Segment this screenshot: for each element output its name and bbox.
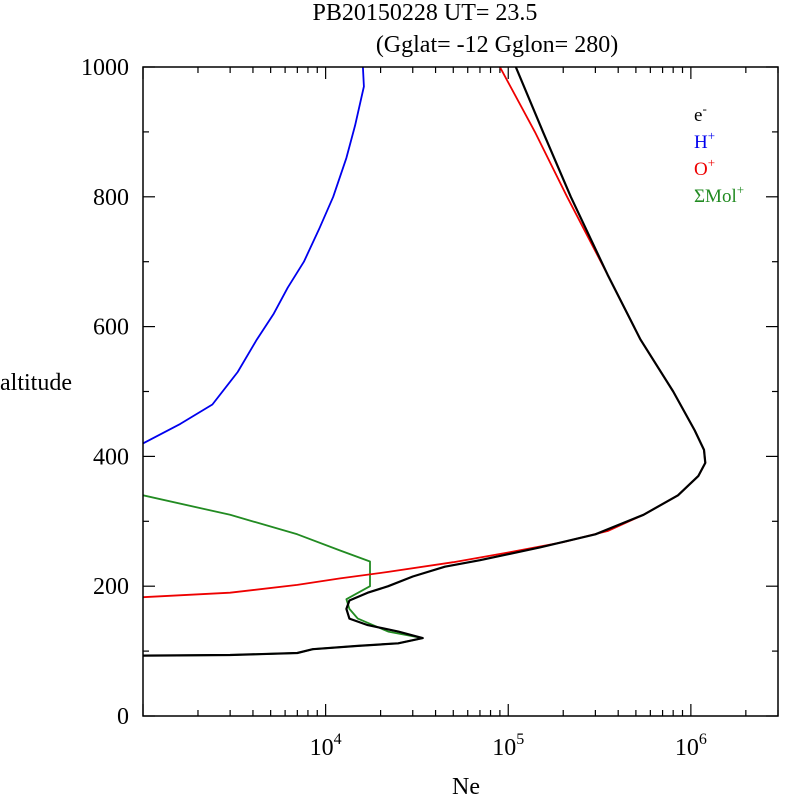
y-tick-label: 1000 [81, 55, 129, 81]
chart-title-line1: PB20150228 UT= 23.5 [313, 0, 538, 26]
chart-title-line2: (Gglat= -12 Gglon= 280) [376, 32, 618, 58]
y-tick-label: 400 [93, 444, 129, 470]
plot-frame [142, 66, 779, 717]
series-line-oplus [143, 67, 707, 599]
x-tick-label: 105 [492, 731, 524, 761]
legend: e-H+O+ΣMol+ [694, 101, 744, 207]
y-tick-label: 0 [117, 704, 129, 730]
y-tick-label: 800 [93, 185, 129, 211]
legend-entry-electron: e- [694, 101, 707, 126]
x-axis-ticks: 104 105 106 [142, 67, 779, 761]
series-line-molplus [143, 494, 424, 657]
series-line-electron [143, 67, 707, 657]
legend-entry-oplus: O+ [694, 155, 715, 180]
x-tick-label: 104 [310, 731, 342, 761]
series-line-hplus [143, 67, 365, 445]
y-axis-label: altitude [0, 370, 72, 396]
series-layer [143, 67, 707, 657]
y-axis-ticks: 0 200 400 600 800 1000 [81, 55, 778, 730]
legend-entry-hplus: H+ [694, 128, 715, 153]
x-axis-label: Ne [452, 774, 480, 796]
y-tick-label: 600 [93, 315, 129, 341]
y-tick-label: 200 [93, 574, 129, 600]
x-tick-label: 106 [675, 731, 707, 761]
legend-entry-molplus: ΣMol+ [694, 182, 744, 207]
